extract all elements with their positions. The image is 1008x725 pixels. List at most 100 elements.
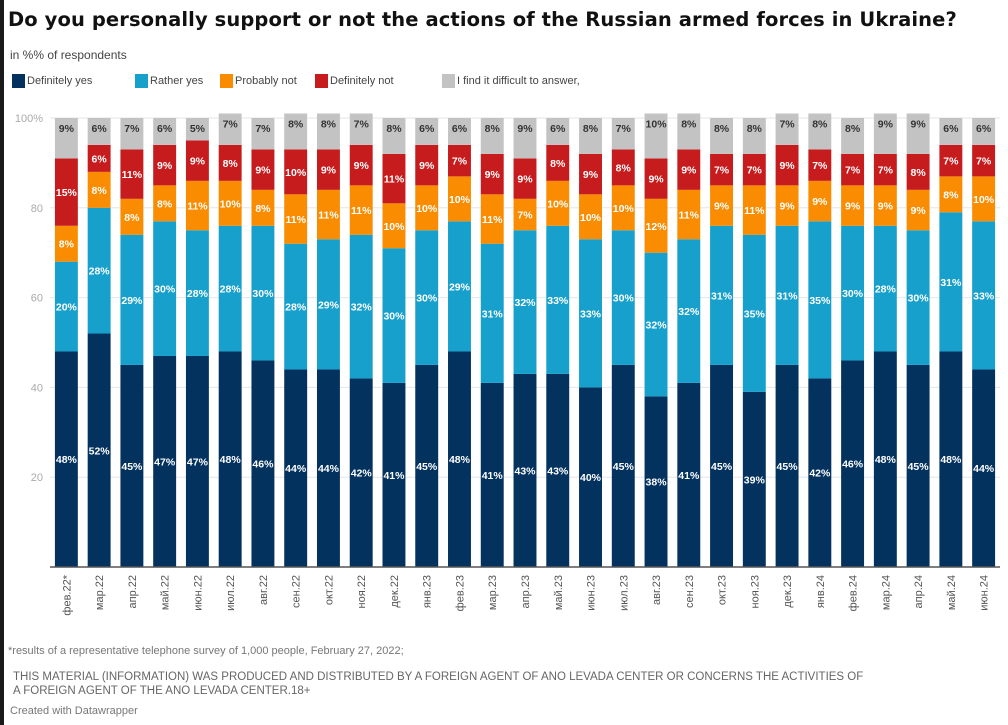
data-label: 9% xyxy=(714,201,730,213)
y-tick-label: 40 xyxy=(31,382,43,394)
data-label: 10% xyxy=(646,119,668,131)
bar-segment xyxy=(153,118,177,145)
bar-segment xyxy=(185,118,209,141)
x-tick-label: июл.22 xyxy=(225,575,237,611)
data-label: 39% xyxy=(744,474,766,486)
x-tick-label: янв.24 xyxy=(815,575,827,608)
x-tick-label: июн.24 xyxy=(979,575,991,611)
bar-segment xyxy=(972,221,996,370)
bar-segment xyxy=(349,234,373,379)
bar-segment xyxy=(120,234,144,365)
data-label: 8% xyxy=(681,119,697,131)
bar-segment xyxy=(775,113,799,145)
data-label: 48% xyxy=(875,454,897,466)
data-label: 11% xyxy=(482,214,503,226)
data-label: 8% xyxy=(550,158,566,170)
data-label: 11% xyxy=(384,174,405,186)
bar-segment xyxy=(448,176,471,222)
legend-item-rather-yes: Rather yes xyxy=(135,74,203,88)
bar-segment xyxy=(677,382,701,567)
bar-stack xyxy=(54,118,78,567)
bar-segment xyxy=(153,185,177,222)
data-label: 9% xyxy=(419,160,435,172)
bar-segment xyxy=(873,113,897,154)
x-tick-label: мар.23 xyxy=(487,575,499,610)
bar-segment xyxy=(316,189,340,240)
data-label: 10% xyxy=(547,198,569,210)
bar-segment xyxy=(579,239,602,388)
data-label: 7% xyxy=(223,119,239,131)
bar-segment xyxy=(611,149,635,186)
bar-stack xyxy=(808,113,832,567)
bar-segment xyxy=(316,149,340,190)
bar-segment xyxy=(644,113,668,159)
data-label: 28% xyxy=(89,266,111,278)
bar-stack xyxy=(710,118,734,567)
bar-segment xyxy=(284,149,308,195)
bar-stack xyxy=(677,113,701,567)
data-label: 8% xyxy=(124,212,140,224)
data-label: 11% xyxy=(187,201,208,213)
data-label: 11% xyxy=(351,205,372,217)
bar-segment xyxy=(906,230,930,365)
data-label: 48% xyxy=(220,454,242,466)
footnote: *results of a representative telephone s… xyxy=(8,645,404,657)
bar-segment xyxy=(218,180,242,226)
bar-segment xyxy=(382,153,406,204)
x-tick-label: апр.23 xyxy=(520,575,532,608)
data-label: 8% xyxy=(288,119,304,131)
bar-segment xyxy=(972,176,996,222)
y-tick-label: 80 xyxy=(31,203,43,215)
data-label: 28% xyxy=(285,302,307,314)
bar-stack xyxy=(316,113,340,567)
bar-stack xyxy=(775,113,799,567)
bar-segment xyxy=(218,225,242,352)
data-label: 8% xyxy=(583,123,599,135)
datawrapper-credit: Created with Datawrapper xyxy=(10,705,138,717)
data-label: 8% xyxy=(386,123,402,135)
data-label: 35% xyxy=(809,295,831,307)
bar-segment xyxy=(87,144,111,172)
bar-stack xyxy=(873,113,897,567)
x-tick-label: окт.23 xyxy=(717,575,729,605)
bar-segment xyxy=(742,185,766,235)
window-left-edge xyxy=(0,0,4,725)
bar-segment xyxy=(611,364,635,567)
bar-segment xyxy=(906,189,930,231)
data-label: 29% xyxy=(449,281,471,293)
bar-segment xyxy=(710,364,734,567)
bar-segment xyxy=(513,118,537,159)
legend-label: Definitely yes xyxy=(27,75,93,87)
x-tick-label: фев.24 xyxy=(848,575,860,611)
x-tick-label: ноя.22 xyxy=(356,575,368,608)
bar-segment xyxy=(939,176,963,213)
legend-label: Rather yes xyxy=(150,75,204,87)
data-label: 45% xyxy=(121,461,143,473)
data-label: 9% xyxy=(812,196,828,208)
data-label: 9% xyxy=(59,123,75,135)
bar-segment xyxy=(742,234,766,392)
legend-swatch-icon xyxy=(315,74,328,88)
bar-segment xyxy=(120,118,144,150)
data-label: 7% xyxy=(943,156,959,168)
bar-stack xyxy=(841,118,865,567)
x-tick-label: июн.23 xyxy=(586,575,598,611)
bar-segment xyxy=(448,221,471,352)
bar-segment xyxy=(546,373,570,567)
bar-segment xyxy=(448,118,471,145)
data-label: 45% xyxy=(613,461,635,473)
x-tick-label: янв.23 xyxy=(422,575,434,608)
data-label: 44% xyxy=(285,463,307,475)
bar-segment xyxy=(710,118,734,154)
bar-segment xyxy=(808,113,832,150)
bar-segment xyxy=(120,149,144,199)
data-label: 7% xyxy=(779,119,795,131)
data-label: 48% xyxy=(940,454,962,466)
x-tick-label: апр.22 xyxy=(127,575,139,608)
bar-segment xyxy=(939,351,963,567)
bar-stack xyxy=(382,118,406,567)
data-label: 12% xyxy=(646,221,668,233)
data-label: 47% xyxy=(187,456,209,468)
data-label: 30% xyxy=(154,284,176,296)
bar-segment xyxy=(644,396,668,567)
